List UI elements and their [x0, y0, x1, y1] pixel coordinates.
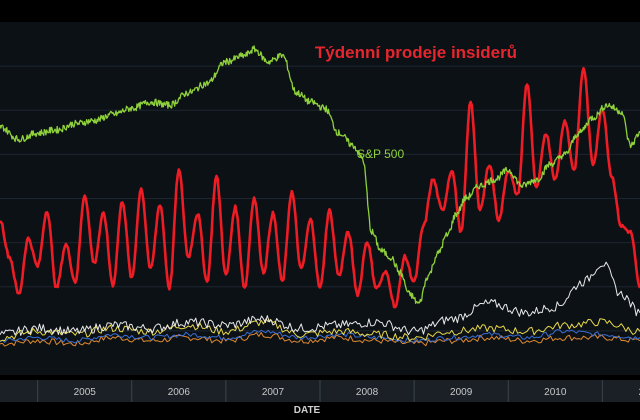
x-tick-label: 2006 — [168, 387, 191, 398]
series-line-sp500 — [0, 45, 640, 305]
x-tick-label: 2007 — [262, 387, 285, 398]
series-line-insider — [0, 67, 640, 309]
series-line-white — [0, 261, 640, 336]
series-line-orange — [0, 332, 640, 347]
x-tick-label: 2008 — [356, 387, 379, 398]
x-tick-label: 2010 — [544, 387, 567, 398]
x-axis-ticks: 2005 2006 2007 2008 2009 2010 2011 — [37, 380, 640, 402]
chart-title: Týdenní prodeje insiderů — [315, 43, 517, 62]
sp500-series-label: S&P 500 — [357, 147, 404, 161]
series-line-blue — [0, 329, 640, 344]
x-tick-label: 2011 — [639, 387, 640, 398]
series-line-yellow — [0, 318, 640, 342]
series-lines — [0, 45, 640, 347]
x-tick-label: 2009 — [450, 387, 473, 398]
x-axis-label: DATE — [294, 405, 321, 416]
x-tick-label: 2005 — [74, 387, 97, 398]
